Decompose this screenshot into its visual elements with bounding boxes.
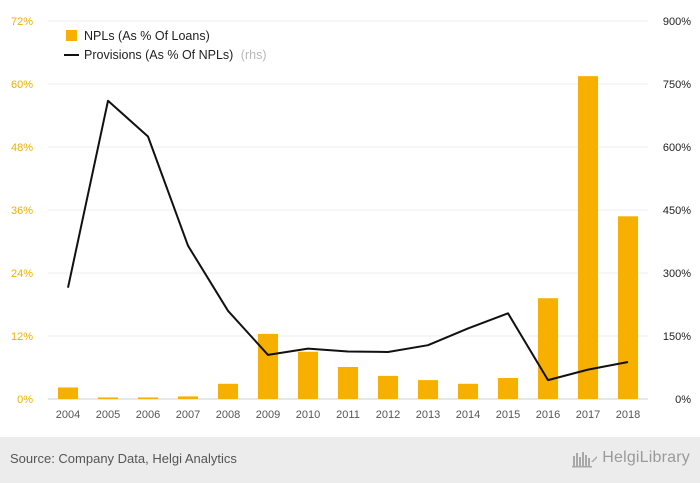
legend-note-rhs: (rhs) (241, 48, 267, 62)
x-tick-label: 2011 (336, 409, 360, 421)
bar-series-npls (58, 76, 638, 399)
left-tick-label: 24% (11, 268, 33, 280)
bar-2012 (378, 375, 398, 399)
x-tick-label: 2010 (296, 409, 320, 421)
brand-name: HelgiLibrary (602, 449, 690, 466)
legend-label-provisions: Provisions (As % Of NPLs) (84, 48, 233, 62)
chart-area: 0% 12% 24% 36% 48% 60% 72% 0% 150% 300% 450% 600% 7… (11, 16, 691, 421)
source-text: Source: Company Data, Helgi Analytics (10, 451, 237, 466)
footer: Source: Company Data, Helgi Analytics He… (0, 437, 700, 483)
bar-2016 (538, 298, 558, 399)
x-tick-label: 2006 (136, 409, 160, 421)
gridlines (48, 20, 648, 400)
x-tick-label: 2017 (576, 409, 600, 421)
svg-text:Provisions (As % Of NPLs): Provisions (As % Of NPLs) (rhs) (84, 46, 267, 63)
left-axis: 0% 12% 24% 36% 48% 60% 72% (11, 16, 33, 406)
right-tick-label: 900% (663, 16, 691, 28)
right-tick-label: 750% (663, 79, 691, 91)
legend-label-npls: NPLs (As % Of Loans) (84, 29, 210, 43)
right-tick-label: 0% (675, 394, 691, 406)
bar-2011 (338, 366, 358, 399)
bar-2005 (98, 397, 118, 399)
bar-2006 (138, 397, 158, 399)
left-tick-label: 12% (11, 331, 33, 343)
x-tick-label: 2007 (176, 409, 200, 421)
right-tick-label: 150% (663, 331, 691, 343)
x-tick-label: 2013 (416, 409, 440, 421)
x-axis: 2004 2005 2006 2007 2008 2009 2010 2011 2012 2013… (56, 409, 640, 421)
x-tick-label: 2015 (496, 409, 520, 421)
left-tick-label: 60% (11, 79, 33, 91)
bar-2008 (218, 383, 238, 399)
left-tick-label: 0% (17, 394, 33, 406)
x-tick-label: 2005 (96, 409, 120, 421)
bar-2017 (578, 76, 598, 399)
left-tick-label: 48% (11, 142, 33, 154)
bar-2007 (178, 396, 198, 399)
library-icon (572, 452, 598, 468)
x-tick-label: 2012 (376, 409, 400, 421)
bar-2004 (58, 387, 78, 399)
bar-2010 (298, 351, 318, 399)
x-tick-label: 2009 (256, 409, 280, 421)
legend-swatch-npls (66, 30, 77, 41)
x-tick-label: 2004 (56, 409, 80, 421)
line-series-provisions (67, 99, 629, 382)
right-axis: 0% 150% 300% 450% 600% 750% 900% (663, 16, 691, 406)
left-tick-label: 36% (11, 205, 33, 217)
right-tick-label: 600% (663, 142, 691, 154)
bar-2014 (458, 383, 478, 399)
bar-2018 (618, 216, 638, 399)
x-tick-label: 2018 (616, 409, 640, 421)
brand-logo[interactable]: HelgiLibrary (572, 448, 690, 468)
bar-2015 (498, 378, 518, 399)
bar-2013 (418, 380, 438, 399)
x-tick-label: 2014 (456, 409, 480, 421)
left-tick-label: 72% (11, 16, 33, 28)
right-tick-label: 300% (663, 268, 691, 280)
x-tick-label: 2016 (536, 409, 560, 421)
right-tick-label: 450% (663, 205, 691, 217)
x-tick-label: 2008 (216, 409, 240, 421)
bar-2009 (258, 333, 278, 399)
legend: NPLs (As % Of Loans) Provisions (As % Of… (64, 29, 267, 63)
